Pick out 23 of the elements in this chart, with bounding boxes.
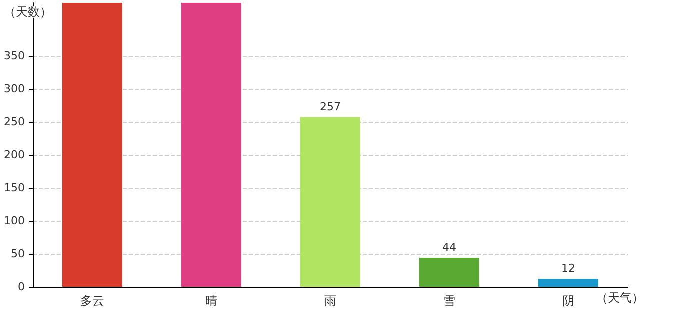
x-tick-label: 雨	[324, 294, 336, 308]
y-tick-label: 150	[4, 181, 25, 194]
x-tick-label: 雪	[444, 294, 456, 308]
bar	[538, 279, 598, 287]
y-tick-label: 250	[4, 115, 25, 128]
bar	[420, 258, 480, 287]
y-tick-label: 350	[4, 49, 25, 62]
data-label: 12	[562, 262, 576, 276]
y-tick-label: 300	[4, 82, 25, 96]
y-tick-label: 0	[18, 280, 25, 294]
y-axis-title: （天数）	[4, 5, 52, 19]
bar	[62, 3, 122, 287]
y-tick-label: 50	[11, 247, 25, 260]
data-label: 257	[320, 100, 341, 114]
y-tick-label: 100	[4, 214, 25, 228]
bar	[182, 3, 242, 287]
data-label: 44	[442, 240, 456, 254]
y-tick-label: 200	[4, 148, 25, 162]
x-tick-label: 阴	[562, 294, 574, 308]
bar	[300, 117, 360, 287]
x-axis-title: （天气）	[596, 291, 644, 305]
x-tick-label: 晴	[206, 294, 218, 308]
x-tick-label: 多云	[80, 294, 104, 308]
